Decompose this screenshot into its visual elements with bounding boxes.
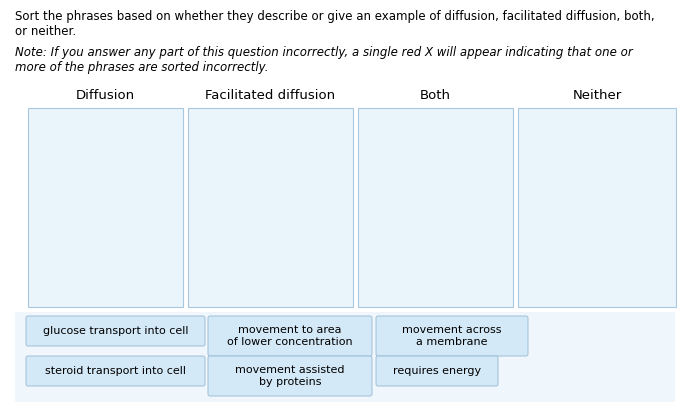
Text: requires energy: requires energy bbox=[393, 366, 481, 376]
Bar bbox=[28, 108, 183, 307]
FancyBboxPatch shape bbox=[26, 316, 205, 346]
Text: Both: Both bbox=[420, 89, 451, 102]
FancyBboxPatch shape bbox=[26, 356, 205, 386]
Text: Sort the phrases based on whether they describe or give an example of diffusion,: Sort the phrases based on whether they d… bbox=[15, 10, 655, 38]
Bar bbox=[358, 108, 513, 307]
Text: Note: If you answer any part of this question incorrectly, a single red X will a: Note: If you answer any part of this que… bbox=[15, 46, 633, 74]
Text: Neither: Neither bbox=[573, 89, 621, 102]
FancyBboxPatch shape bbox=[376, 316, 528, 356]
FancyBboxPatch shape bbox=[376, 356, 498, 386]
Text: Facilitated diffusion: Facilitated diffusion bbox=[205, 89, 336, 102]
FancyBboxPatch shape bbox=[208, 316, 372, 356]
Text: movement across
a membrane: movement across a membrane bbox=[402, 325, 502, 347]
Text: steroid transport into cell: steroid transport into cell bbox=[45, 366, 186, 376]
Text: glucose transport into cell: glucose transport into cell bbox=[43, 326, 188, 336]
Bar bbox=[188, 108, 353, 307]
FancyBboxPatch shape bbox=[208, 356, 372, 396]
Text: movement to area
of lower concentration: movement to area of lower concentration bbox=[227, 325, 353, 347]
Bar bbox=[15, 312, 675, 402]
Text: Diffusion: Diffusion bbox=[76, 89, 135, 102]
Text: movement assisted
by proteins: movement assisted by proteins bbox=[235, 365, 344, 387]
Bar bbox=[518, 108, 676, 307]
